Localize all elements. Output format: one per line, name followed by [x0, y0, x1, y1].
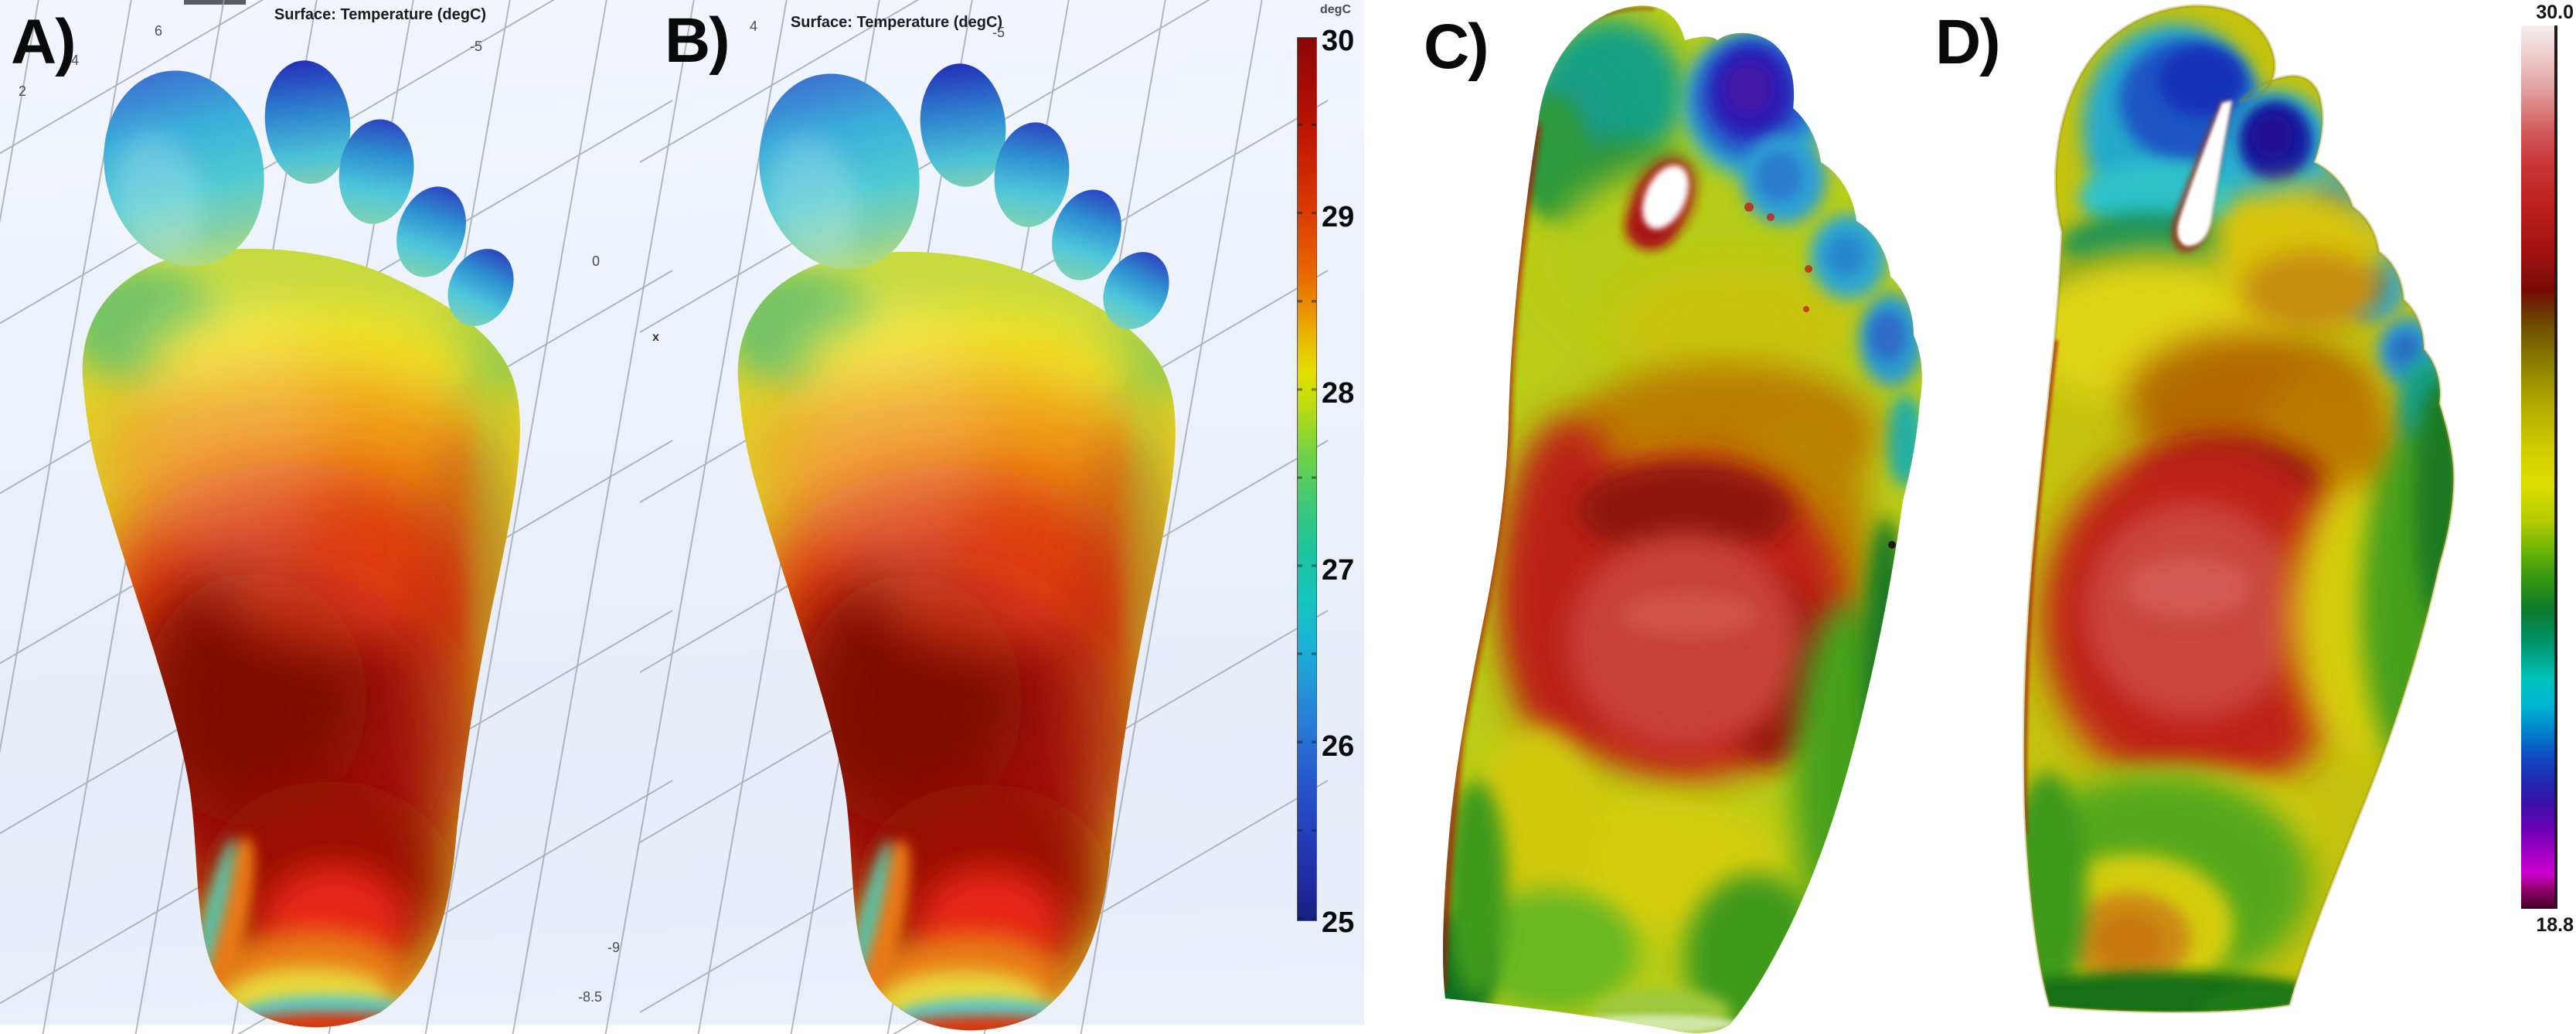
panel-a-title: Surface: Temperature (degC): [274, 6, 487, 23]
colorbar-simulation-unit: degC: [1320, 3, 1351, 16]
panel-a-tick-0: 0: [592, 253, 601, 269]
colorbar-minor-ticks-left: [1298, 38, 1302, 920]
colorbar-sim-tick-30: 30: [1322, 25, 1355, 57]
panel-c-label: C): [1424, 12, 1489, 82]
colorbar-thermo-min: 18.8: [2536, 914, 2574, 936]
panel-a-tick-4: 4: [71, 53, 80, 68]
panel-a-tick-m9: -9: [607, 940, 621, 955]
colorbar-thermogram-bar: [2521, 26, 2557, 909]
colorbar-simulation-bar: [1297, 37, 1317, 921]
speck-artifact: [1888, 541, 1896, 549]
panel-b-label: B): [665, 5, 730, 76]
thermogram-foot-d: [2022, 4, 2455, 1014]
colorbar-thermo-max: 30.0: [2536, 2, 2574, 23]
panel-a-tick-m5: -5: [470, 39, 483, 54]
simulated-foot-b: [694, 56, 1220, 1034]
panel-a-tick-2: 2: [19, 83, 27, 99]
colorbar-sim-tick-28: 28: [1322, 377, 1355, 410]
panel-a-tick-6: 6: [155, 23, 163, 39]
panel-b-tick-4: 4: [750, 19, 758, 34]
panel-d-label: D): [1935, 7, 2001, 77]
colorbar-sim-tick-29: 29: [1322, 201, 1355, 233]
simulated-foot-a: [39, 53, 564, 1034]
thermogram-foot-c: [1443, 5, 1922, 1033]
panel-b-title: Surface: Temperature (degC): [790, 14, 1003, 31]
panel-a-tick-m85: -8.5: [578, 989, 603, 1005]
panel-b-tick-m5: -5: [992, 25, 1006, 40]
panel-b-x-axis-label: x: [652, 331, 659, 344]
colorbar-minor-ticks-right: [1312, 38, 1316, 920]
cropped-axis-artifact: [184, 0, 246, 6]
panel-a-label: A): [11, 7, 77, 77]
colorbar-sim-tick-26: 26: [1322, 730, 1355, 763]
colorbar-sim-tick-27: 27: [1322, 554, 1355, 587]
colorbar-sim-tick-25: 25: [1322, 906, 1355, 939]
